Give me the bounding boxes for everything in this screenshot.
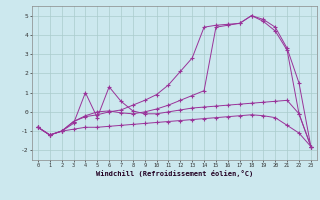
X-axis label: Windchill (Refroidissement éolien,°C): Windchill (Refroidissement éolien,°C) xyxy=(96,170,253,177)
